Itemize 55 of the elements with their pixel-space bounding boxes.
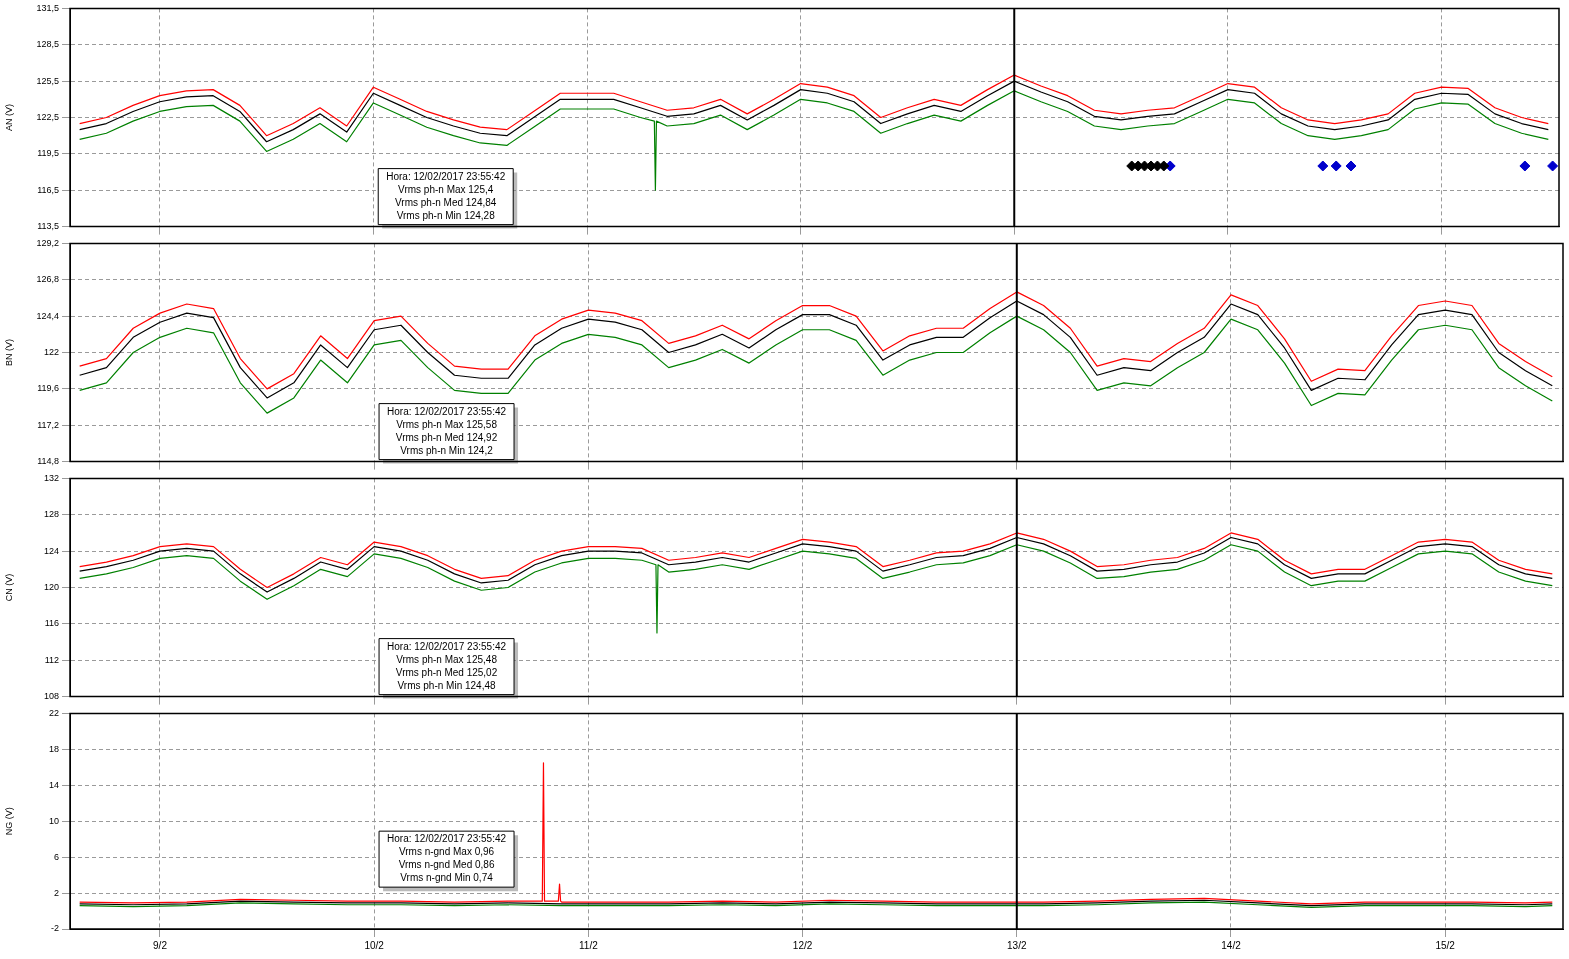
- y-tick-label: 120: [43, 581, 59, 592]
- y-tick-label: 131,5: [36, 2, 59, 13]
- y-tick-label: 132: [43, 472, 59, 483]
- annotation: Vrms ph-n Min 124,28: [396, 209, 496, 221]
- annotation: Vrms ph-n Med 124,92: [395, 431, 498, 443]
- y-tick-label: 116,5: [37, 184, 59, 195]
- x-tick-label: 12/2: [792, 939, 813, 951]
- annotation: Vrms n-gnd Min 0,74: [400, 872, 494, 884]
- y-tick-label: 22: [48, 707, 59, 718]
- y-axis-title: CN (V): [3, 573, 14, 602]
- y-tick-label: 126,8: [36, 274, 59, 285]
- y-tick-label: 124: [43, 545, 59, 556]
- y-tick-label: 125,5: [36, 75, 59, 86]
- x-tick-label: 11/2: [579, 939, 599, 951]
- y-tick-label: 2: [53, 887, 59, 898]
- y-axis-title: AN (V): [3, 104, 14, 131]
- y-tick-label: 124,4: [36, 310, 59, 321]
- x-tick-label: 13/2: [1007, 939, 1027, 951]
- annotation: Hora: 12/02/2017 23:55:42: [387, 833, 507, 845]
- y-tick-label: 128,5: [36, 39, 59, 50]
- y-tick-label: 122: [43, 346, 59, 357]
- y-tick-label: 119,5: [37, 148, 59, 159]
- y-tick-label: 119,6: [37, 383, 59, 394]
- y-axis-title: BN (V): [3, 339, 14, 366]
- y-tick-label: 116: [44, 618, 59, 629]
- annotation: Vrms ph-n Max 125,48: [396, 653, 498, 665]
- annotation: Vrms ph-n Max 125,4: [398, 183, 494, 195]
- annotation: Vrms ph-n Med 125,02: [395, 666, 498, 678]
- annotation: Hora: 12/02/2017 23:55:42: [387, 405, 507, 417]
- y-tick-label: 14: [48, 779, 59, 790]
- x-tick-label: 14/2: [1221, 939, 1242, 951]
- y-tick-label: 18: [48, 743, 59, 754]
- annotation: Vrms ph-n Min 124,2: [400, 444, 494, 456]
- annotation: Vrms n-gnd Max 0,96: [398, 846, 495, 858]
- annotation: Vrms ph-n Max 125,58: [396, 418, 498, 430]
- y-tick-label: 112: [44, 654, 59, 665]
- y-tick-label: 129,2: [36, 237, 59, 248]
- y-tick-label: 122,5: [36, 111, 59, 122]
- y-tick-label: 128: [43, 509, 59, 520]
- annotation: Hora: 12/02/2017 23:55:42: [386, 170, 506, 182]
- y-tick-label: 108: [43, 691, 59, 702]
- y-tick-label: -2: [50, 923, 59, 934]
- annotation: Vrms ph-n Min 124,48: [397, 679, 496, 691]
- y-tick-label: 114,8: [37, 456, 59, 467]
- y-tick-label: 113,5: [37, 221, 59, 232]
- x-tick-label: 10/2: [364, 939, 385, 951]
- y-tick-label: 10: [48, 815, 59, 826]
- y-tick-label: 6: [53, 851, 59, 862]
- y-axis-title: NG (V): [3, 807, 14, 836]
- annotation: Vrms ph-n Med 124,84: [395, 196, 497, 208]
- x-tick-label: 9/2: [153, 939, 168, 951]
- annotation: Vrms n-gnd Med 0,86: [398, 859, 495, 871]
- y-tick-label: 117,2: [37, 419, 59, 430]
- annotation: Hora: 12/02/2017 23:55:42: [387, 640, 507, 652]
- x-tick-label: 15/2: [1435, 939, 1456, 951]
